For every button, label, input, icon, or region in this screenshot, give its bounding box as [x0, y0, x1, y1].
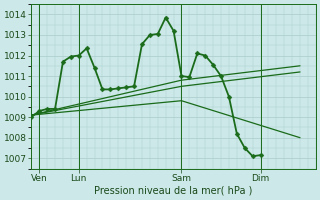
X-axis label: Pression niveau de la mer( hPa ): Pression niveau de la mer( hPa ) — [94, 186, 253, 196]
